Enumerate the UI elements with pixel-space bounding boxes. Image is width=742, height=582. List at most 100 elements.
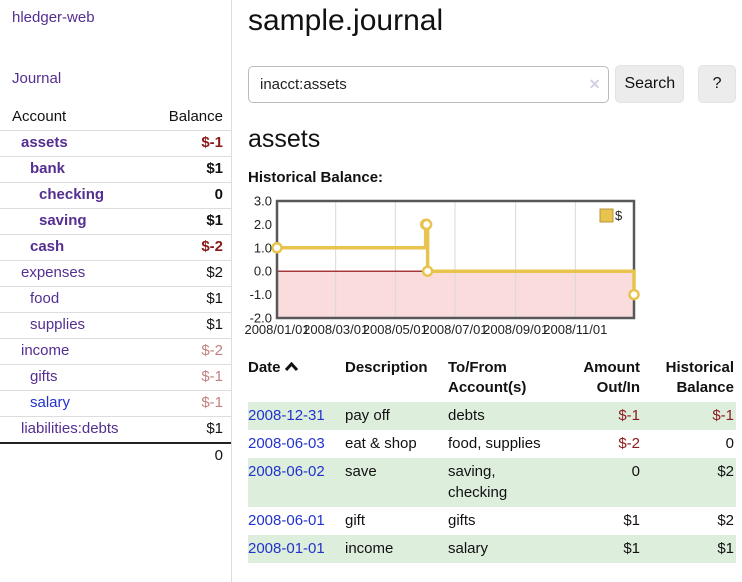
- account-balance: $1: [206, 290, 223, 307]
- page-title: sample.journal: [248, 4, 444, 37]
- transaction-amount: $1: [623, 540, 640, 557]
- date-link[interactable]: 2008-06-02: [248, 463, 325, 480]
- date-link[interactable]: 2008-06-01: [248, 512, 325, 529]
- account-link[interactable]: expenses: [21, 264, 86, 281]
- y-axis-tick-label: 2.0: [254, 217, 272, 232]
- search-field-wrap: ✕: [248, 65, 610, 103]
- account-link[interactable]: checking: [39, 186, 105, 203]
- x-axis-tick-label: 2008/11/01: [543, 322, 607, 337]
- legend-swatch: [599, 208, 614, 223]
- app-title-link[interactable]: hledger-web: [12, 9, 95, 26]
- sort-ascending-icon: [284, 358, 298, 378]
- account-row: food $1: [0, 286, 231, 313]
- transaction-date-link[interactable]: 2008-06-01: [248, 507, 345, 535]
- chart-canvas: $3.0 2.0 1.0 0.0 -1.0 -2.02008/01/012008/03/0…: [244, 194, 640, 337]
- description-column-header: Description: [345, 359, 428, 376]
- register-row: 2008-06-02 save saving, checking 0 $2: [248, 458, 736, 507]
- transaction-description: pay off: [345, 407, 390, 424]
- transaction-date-link[interactable]: 2008-12-31: [248, 402, 345, 430]
- account-row: cash $-2: [0, 234, 231, 261]
- transaction-date-link[interactable]: 2008-01-01: [248, 535, 345, 563]
- account-link[interactable]: salary: [30, 394, 71, 411]
- account-balance: $-1: [201, 368, 223, 385]
- transaction-accounts: gifts: [448, 512, 476, 529]
- balance-column-header2: Historical Balance: [665, 359, 734, 396]
- account-row: income $-2: [0, 338, 231, 365]
- legend-label: $: [615, 208, 623, 223]
- account-link[interactable]: supplies: [30, 316, 86, 333]
- transaction-amount: $-1: [618, 407, 640, 424]
- account-link[interactable]: bank: [30, 160, 66, 177]
- account-balance: $2: [206, 264, 223, 281]
- register-row: 2008-12-31 pay off debts $-1 $-1: [248, 402, 736, 430]
- register-row: 2008-06-01 gift gifts $1 $2: [248, 507, 736, 535]
- x-axis-tick-label: 2008/03/01: [303, 322, 368, 337]
- help-button[interactable]: ?: [698, 65, 736, 103]
- transaction-balance: $-1: [712, 407, 734, 424]
- transaction-amount: $-2: [618, 435, 640, 452]
- account-row: liabilities:debts $1: [0, 416, 231, 444]
- date-link[interactable]: 2008-12-31: [248, 407, 325, 424]
- account-row: expenses $2: [0, 260, 231, 287]
- accounts-total-row: 0: [0, 443, 231, 469]
- account-link[interactable]: cash: [30, 238, 65, 255]
- account-link[interactable]: assets: [21, 134, 68, 151]
- x-axis-tick-label: 2008/09/01: [483, 322, 548, 337]
- journal-link[interactable]: Journal: [12, 70, 62, 87]
- historical-balance-chart[interactable]: $3.0 2.0 1.0 0.0 -1.0 -2.0 2008/01/01 2008/03/0…: [244, 194, 736, 342]
- sidebar: hledger-web Journal Account Balance asse…: [0, 0, 232, 582]
- account-column-header: Account: [12, 108, 67, 125]
- account-link[interactable]: saving: [39, 212, 87, 229]
- account-row: gifts $-1: [0, 364, 231, 391]
- main-content: sample.journal ✕ Search ? assets Histori…: [244, 0, 736, 563]
- transaction-accounts: food, supplies: [448, 435, 541, 452]
- account-balance: $-1: [201, 134, 223, 151]
- account-balance: $-2: [201, 342, 223, 359]
- transaction-accounts: debts: [448, 407, 485, 424]
- y-axis-tick-label: 3.0: [254, 194, 272, 209]
- search-input[interactable]: [248, 65, 610, 103]
- register-header-row: Date Description To/From Account(s) Amou…: [248, 356, 736, 402]
- register-table: Date Description To/From Account(s) Amou…: [248, 356, 736, 563]
- account-row: bank $1: [0, 156, 231, 183]
- register-row: 2008-06-03 eat & shop food, supplies $-2 0: [248, 430, 736, 458]
- account-row: salary $-1: [0, 390, 231, 417]
- transaction-description: save: [345, 463, 377, 480]
- account-row: saving $1: [0, 208, 231, 235]
- search-button[interactable]: Search: [615, 65, 685, 103]
- account-link[interactable]: gifts: [30, 368, 58, 385]
- y-axis-tick-label: -2.0: [250, 311, 272, 326]
- account-row: checking 0: [0, 182, 231, 209]
- data-point-marker: [420, 218, 433, 231]
- account-link[interactable]: food: [30, 290, 60, 307]
- data-point-marker: [271, 242, 283, 254]
- date-column-header[interactable]: Date: [248, 356, 345, 402]
- chart-label: Historical Balance:: [248, 169, 384, 186]
- transaction-accounts: salary: [448, 540, 489, 557]
- search-bar: ✕ Search ?: [248, 65, 736, 103]
- account-balance: $1: [206, 316, 223, 333]
- y-axis-tick-label: -1.0: [250, 287, 272, 302]
- account-balance: 0: [214, 186, 223, 203]
- accounts-header-row: Account Balance: [0, 104, 231, 131]
- clear-search-icon[interactable]: ✕: [588, 75, 601, 92]
- transaction-amount: 0: [631, 463, 640, 480]
- account-link[interactable]: income: [21, 342, 70, 359]
- app-title: hledger-web: [12, 9, 231, 26]
- transaction-date-link[interactable]: 2008-06-02: [248, 458, 345, 507]
- date-link[interactable]: 2008-01-01: [248, 540, 325, 557]
- y-axis-tick-label: 0.0: [254, 264, 272, 279]
- accounts-table-body: assets $-1 bank $1 checking 0 saving $1 cash $-2 e…: [0, 130, 231, 444]
- account-link[interactable]: liabilities:debts: [21, 420, 119, 437]
- nav-journal: Journal: [12, 70, 231, 87]
- transaction-accounts: saving, checking: [448, 463, 508, 501]
- account-balance: $-2: [201, 238, 223, 255]
- date-link[interactable]: 2008-06-03: [248, 435, 325, 452]
- amount-column-header: Amount Out/In: [583, 359, 640, 396]
- transaction-date-link[interactable]: 2008-06-03: [248, 430, 345, 458]
- transaction-balance: $2: [717, 463, 734, 480]
- balance-column-header: Balance: [168, 108, 223, 125]
- y-axis-tick-label: 1.0: [254, 240, 272, 255]
- plot-border: [275, 199, 636, 320]
- register-table-body: 2008-12-31 pay off debts $-1 $-1 2008-06-03 ea…: [248, 402, 736, 563]
